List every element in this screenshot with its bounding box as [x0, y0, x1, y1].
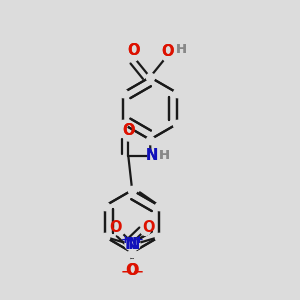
Text: N: N — [128, 237, 140, 252]
Text: O: O — [122, 123, 135, 138]
Text: −: − — [133, 266, 144, 278]
Text: N: N — [124, 237, 136, 252]
Text: O: O — [109, 220, 122, 235]
Text: +: + — [135, 235, 144, 244]
Text: O: O — [162, 44, 174, 59]
Text: O: O — [128, 43, 140, 58]
Text: +: + — [121, 235, 129, 244]
Text: O: O — [162, 44, 174, 59]
Text: O: O — [126, 263, 139, 278]
Text: O: O — [126, 263, 138, 278]
Text: O: O — [122, 123, 135, 138]
Text: N: N — [146, 148, 158, 164]
Text: H: H — [176, 43, 187, 56]
Text: H: H — [158, 148, 169, 162]
Text: N: N — [146, 148, 158, 164]
Text: H: H — [176, 43, 187, 56]
Text: O: O — [142, 220, 155, 235]
Text: O: O — [128, 43, 140, 58]
Text: H: H — [158, 148, 169, 162]
Text: −: − — [120, 266, 131, 278]
